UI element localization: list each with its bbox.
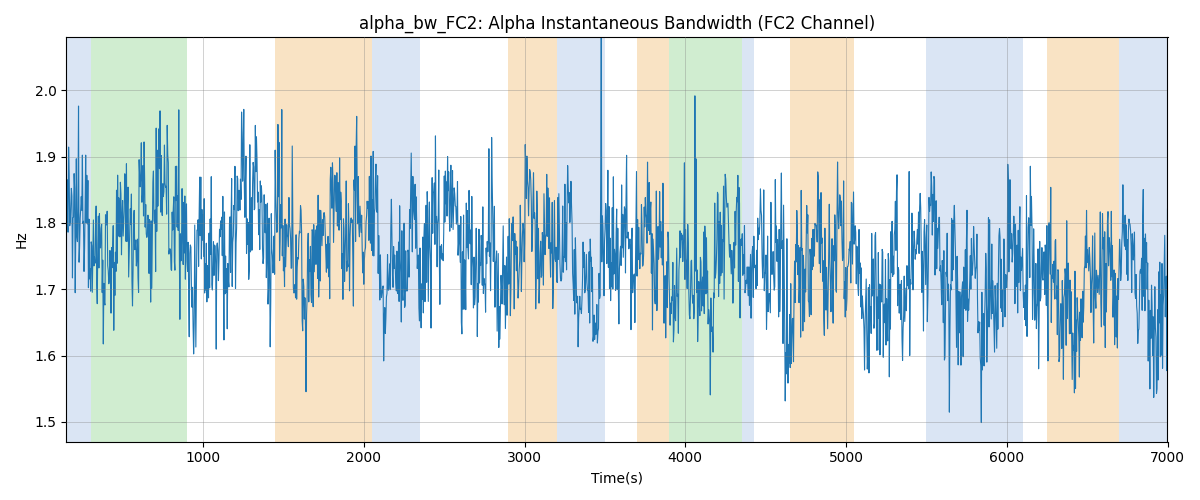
Bar bbox=[372, 38, 420, 442]
Y-axis label: Hz: Hz bbox=[16, 230, 29, 248]
Bar bbox=[1046, 38, 1120, 442]
Bar bbox=[926, 38, 1022, 442]
Bar bbox=[637, 38, 670, 442]
Bar bbox=[790, 38, 854, 442]
Bar bbox=[1120, 38, 1168, 442]
X-axis label: Time(s): Time(s) bbox=[590, 471, 643, 485]
Bar bbox=[670, 38, 742, 442]
Bar bbox=[275, 38, 372, 442]
Bar bbox=[742, 38, 755, 442]
Bar bbox=[509, 38, 557, 442]
Bar bbox=[557, 38, 605, 442]
Bar bbox=[66, 38, 90, 442]
Title: alpha_bw_FC2: Alpha Instantaneous Bandwidth (FC2 Channel): alpha_bw_FC2: Alpha Instantaneous Bandwi… bbox=[359, 15, 875, 34]
Bar bbox=[90, 38, 187, 442]
